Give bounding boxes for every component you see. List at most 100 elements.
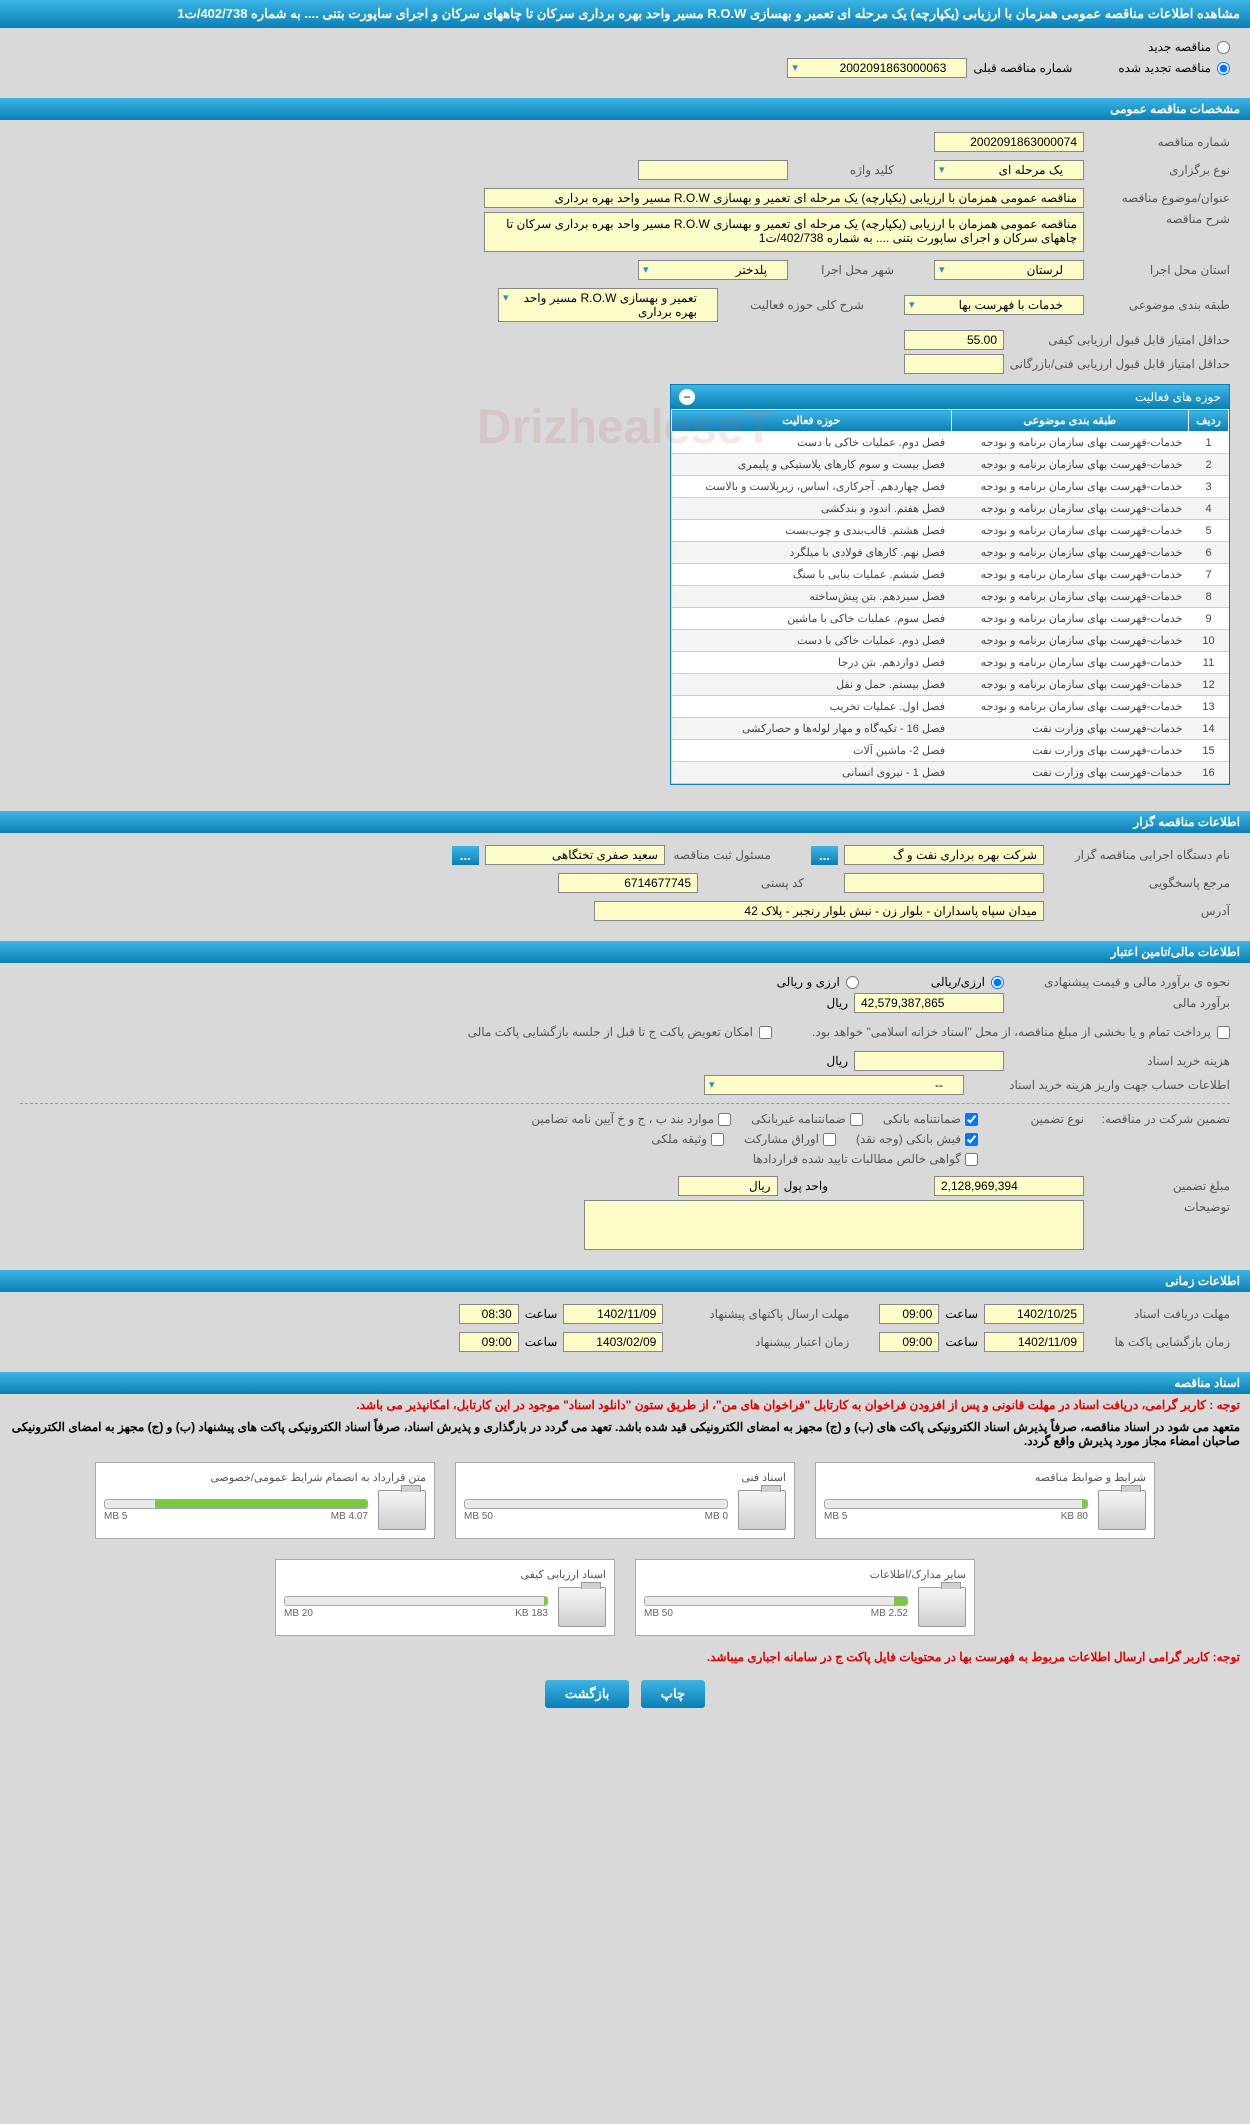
payment-checkbox[interactable]	[1217, 1026, 1230, 1039]
doc-card-title: سایر مدارک/اطلاعات	[644, 1568, 966, 1581]
exec-label: نام دستگاه اجرایی مناقصه گزار	[1050, 848, 1230, 862]
packet-deadline-date[interactable]: 1402/11/09	[563, 1304, 663, 1324]
radio-renew-tender[interactable]	[1217, 62, 1230, 75]
class-select[interactable]: خدمات با فهرست بها	[904, 295, 1084, 315]
subject-field[interactable]: مناقصه عمومی همزمان با ارزیابی (یکپارچه)…	[484, 188, 1084, 208]
table-row: 3خدمات-فهرست بهای سازمان برنامه و بودجهف…	[672, 476, 1229, 498]
g5-checkbox[interactable]	[823, 1133, 836, 1146]
subject-label: عنوان/موضوع مناقصه	[1090, 191, 1230, 205]
keyword-field[interactable]	[638, 160, 788, 180]
doc-card[interactable]: متن قرارداد به انضمام شرایط عمومی/خصوصی …	[95, 1462, 435, 1539]
org-form: نام دستگاه اجرایی مناقصه گزار شرکت بهره …	[0, 833, 1250, 933]
g5-label: اوراق مشارکت	[744, 1132, 819, 1146]
time-word-1: ساعت	[945, 1307, 978, 1321]
collapse-icon[interactable]: −	[679, 389, 695, 405]
doc-card-title: اسناد ارزیابی کیفی	[284, 1568, 606, 1581]
desc-label: شرح مناقصه	[1090, 212, 1230, 226]
guarantee-intro: تضمین شرکت در مناقصه:	[1090, 1112, 1230, 1126]
table-row: 2خدمات-فهرست بهای سازمان برنامه و بودجهف…	[672, 454, 1229, 476]
radio-arzi-o-riali[interactable]	[846, 976, 859, 989]
folder-icon	[738, 1490, 786, 1530]
doc-card[interactable]: اسناد فنی 0 MB50 MB	[455, 1462, 795, 1539]
doc-card-title: متن قرارداد به انضمام شرایط عمومی/خصوصی	[104, 1471, 426, 1484]
back-button[interactable]: بازگشت	[545, 1680, 629, 1708]
time-word-3: ساعت	[945, 1335, 978, 1349]
col-scope: حوزه فعالیت	[672, 410, 952, 432]
credit-time[interactable]: 09:00	[459, 1332, 519, 1352]
section-finance-header: اطلاعات مالی/تامین اعتبار	[0, 941, 1250, 963]
activity-table: حوزه های فعالیت − ردیف طبقه بندی موضوعی …	[670, 384, 1230, 785]
type-select[interactable]: یک مرحله ای	[934, 160, 1084, 180]
doc-deadline-date[interactable]: 1402/10/25	[984, 1304, 1084, 1324]
buy-cost-label: هزینه خرید اسناد	[1010, 1054, 1230, 1068]
packet-deadline-time[interactable]: 08:30	[459, 1304, 519, 1324]
account-select[interactable]: --	[704, 1075, 964, 1095]
type-label: نوع برگزاری	[1090, 163, 1230, 177]
min-tech-field[interactable]	[904, 354, 1004, 374]
g7-checkbox[interactable]	[965, 1153, 978, 1166]
desc-field[interactable]: مناقصه عمومی همزمان با ارزیابی (یکپارچه)…	[484, 212, 1084, 252]
table-row: 11خدمات-فهرست بهای سازمان برنامه و بودجه…	[672, 652, 1229, 674]
time-form: مهلت دریافت اسناد 1402/10/25 ساعت 09:00 …	[0, 1292, 1250, 1364]
postal-field[interactable]: 6714677745	[558, 873, 698, 893]
progress-bar	[644, 1596, 908, 1606]
doc-deadline-time[interactable]: 09:00	[879, 1304, 939, 1324]
open-date[interactable]: 1402/11/09	[984, 1332, 1084, 1352]
section-docs-header: اسناد مناقصه	[0, 1372, 1250, 1394]
doc-used: 0 MB	[705, 1511, 728, 1522]
section-org-header: اطلاعات مناقصه گزار	[0, 811, 1250, 833]
notes-field[interactable]	[584, 1200, 1084, 1250]
doc-max: 50 MB	[644, 1608, 673, 1619]
open-time[interactable]: 09:00	[879, 1332, 939, 1352]
page-title: مشاهده اطلاعات مناقصه عمومی همزمان با ار…	[0, 0, 1250, 28]
resp-lookup-button[interactable]: ...	[452, 846, 479, 865]
min-tech-label: حداقل امتیاز قابل قبول ارزیابی فنی/بازرگ…	[1010, 357, 1230, 371]
spec-form: شماره مناقصه 2002091863000074 نوع برگزار…	[0, 120, 1250, 803]
doc-max: 5 MB	[104, 1511, 127, 1522]
ref-label: مرجع پاسخگویی	[1050, 876, 1230, 890]
city-select[interactable]: پلدختر	[638, 260, 788, 280]
class-label: طبقه بندی موضوعی	[1090, 298, 1230, 312]
address-field[interactable]: میدان سپاه پاسداران - بلوار زن - نبش بلو…	[594, 901, 1044, 921]
refund-checkbox[interactable]	[759, 1026, 772, 1039]
g3-checkbox[interactable]	[718, 1113, 731, 1126]
doc-card[interactable]: اسناد ارزیابی کیفی 183 KB20 MB	[275, 1559, 615, 1636]
prev-num-select[interactable]: 2002091863000063	[787, 58, 967, 78]
unit-field: ریال	[678, 1176, 778, 1196]
table-row: 1خدمات-فهرست بهای سازمان برنامه و بودجهف…	[672, 432, 1229, 454]
button-bar: چاپ بازگشت	[0, 1668, 1250, 1720]
g1-checkbox[interactable]	[965, 1113, 978, 1126]
activity-table-title: حوزه های فعالیت	[1135, 390, 1221, 404]
print-button[interactable]: چاپ	[641, 1680, 705, 1708]
scope-select[interactable]: تعمیر و بهسازی R.O.W مسیر واحد بهره بردا…	[498, 288, 718, 322]
doc-card[interactable]: شرایط و ضوابط مناقصه 80 KB5 MB	[815, 1462, 1155, 1539]
g4-checkbox[interactable]	[965, 1133, 978, 1146]
divider	[20, 1103, 1230, 1104]
payment-note: پرداخت تمام و یا بخشی از مبلغ مناقصه، از…	[812, 1021, 1211, 1043]
exec-lookup-button[interactable]: ...	[811, 846, 838, 865]
doc-card[interactable]: سایر مدارک/اطلاعات 2.52 MB50 MB	[635, 1559, 975, 1636]
buy-cost-field[interactable]	[854, 1051, 1004, 1071]
exec-field: شرکت بهره برداری نفت و گ	[844, 845, 1044, 865]
g2-checkbox[interactable]	[850, 1113, 863, 1126]
province-select[interactable]: لرستان	[934, 260, 1084, 280]
min-qual-label: حداقل امتیاز قابل قبول ارزیابی کیفی	[1010, 333, 1230, 347]
table-row: 14خدمات-فهرست بهای وزارت نفتفصل 16 - تکی…	[672, 718, 1229, 740]
credit-date[interactable]: 1403/02/09	[563, 1332, 663, 1352]
radio-arzi-riali[interactable]	[991, 976, 1004, 989]
radio-new-tender[interactable]	[1217, 41, 1230, 54]
opt-arzi-riali: ارزی/ریالی	[931, 975, 985, 989]
estimate-field[interactable]: 42,579,387,865	[854, 993, 1004, 1013]
table-row: 15خدمات-فهرست بهای وزارت نفتفصل 2- ماشین…	[672, 740, 1229, 762]
currency-label: ریال	[826, 996, 848, 1010]
ref-field[interactable]	[844, 873, 1044, 893]
guarantee-amount-field[interactable]: 2,128,969,394	[934, 1176, 1084, 1196]
credit-label: زمان اعتبار پیشنهاد	[669, 1335, 849, 1349]
folder-icon	[918, 1587, 966, 1627]
folder-icon	[378, 1490, 426, 1530]
province-label: استان محل اجرا	[1090, 263, 1230, 277]
g6-checkbox[interactable]	[711, 1133, 724, 1146]
min-qual-field[interactable]: 55.00	[904, 330, 1004, 350]
table-row: 7خدمات-فهرست بهای سازمان برنامه و بودجهف…	[672, 564, 1229, 586]
table-row: 8خدمات-فهرست بهای سازمان برنامه و بودجهف…	[672, 586, 1229, 608]
